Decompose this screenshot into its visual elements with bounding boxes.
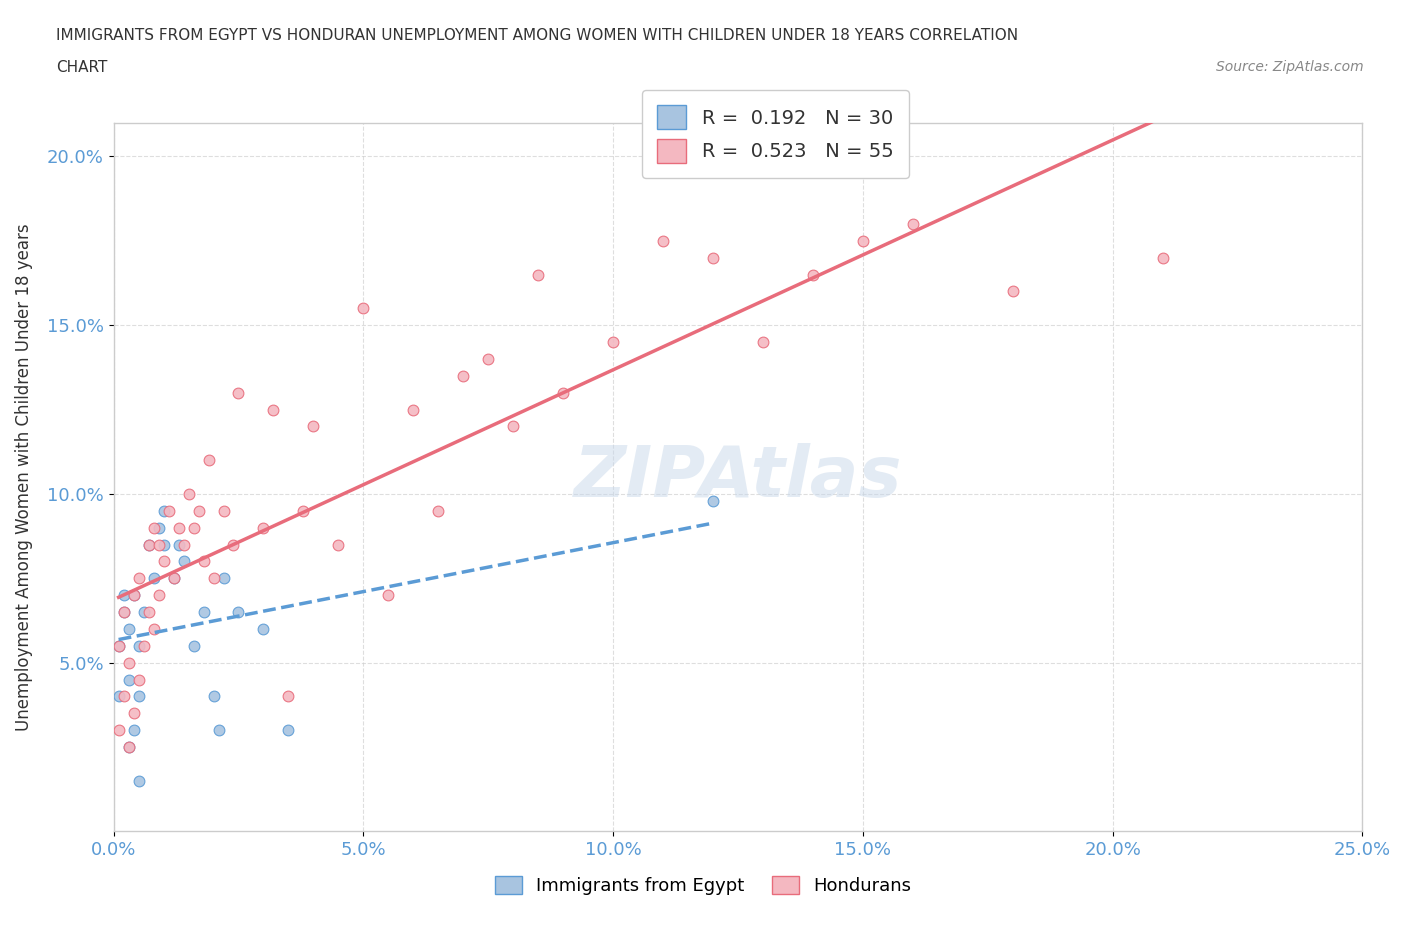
Point xyxy=(527,267,550,282)
Point xyxy=(148,520,170,535)
Text: ZIPAtlas: ZIPAtlas xyxy=(574,443,903,512)
Point xyxy=(107,723,129,737)
Point xyxy=(128,672,150,687)
Point xyxy=(122,588,145,603)
Point xyxy=(167,538,190,552)
Point xyxy=(193,604,215,619)
Point xyxy=(107,689,129,704)
Point xyxy=(197,453,219,468)
Point xyxy=(148,538,170,552)
Point xyxy=(262,402,284,417)
Point xyxy=(292,503,315,518)
Point xyxy=(128,638,150,653)
Legend: R =  0.192   N = 30, R =  0.523   N = 55: R = 0.192 N = 30, R = 0.523 N = 55 xyxy=(641,90,910,179)
Point xyxy=(112,588,135,603)
Point xyxy=(377,588,399,603)
Point xyxy=(328,538,350,552)
Point xyxy=(117,621,139,636)
Point xyxy=(107,638,129,653)
Point xyxy=(277,723,299,737)
Point xyxy=(752,335,775,350)
Point xyxy=(112,689,135,704)
Point xyxy=(117,739,139,754)
Point xyxy=(132,638,155,653)
Point xyxy=(553,385,575,400)
Point xyxy=(112,604,135,619)
Point xyxy=(252,520,274,535)
Point xyxy=(852,233,875,248)
Point xyxy=(252,621,274,636)
Point xyxy=(901,217,924,232)
Point xyxy=(142,621,165,636)
Point xyxy=(702,493,724,508)
Point xyxy=(128,689,150,704)
Point xyxy=(228,385,250,400)
Point xyxy=(193,554,215,569)
Point xyxy=(1001,284,1024,299)
Point xyxy=(202,689,225,704)
Point xyxy=(122,706,145,721)
Point xyxy=(148,588,170,603)
Point xyxy=(157,503,180,518)
Point xyxy=(402,402,425,417)
Point xyxy=(117,672,139,687)
Point xyxy=(173,554,195,569)
Point xyxy=(352,300,374,315)
Text: IMMIGRANTS FROM EGYPT VS HONDURAN UNEMPLOYMENT AMONG WOMEN WITH CHILDREN UNDER 1: IMMIGRANTS FROM EGYPT VS HONDURAN UNEMPL… xyxy=(56,28,1018,43)
Point xyxy=(1152,250,1174,265)
Point xyxy=(117,739,139,754)
Point xyxy=(162,571,184,586)
Point xyxy=(128,571,150,586)
Point xyxy=(152,538,174,552)
Point xyxy=(138,538,160,552)
Point xyxy=(202,571,225,586)
Point xyxy=(177,486,200,501)
Point xyxy=(152,554,174,569)
Point xyxy=(117,656,139,671)
Point xyxy=(138,538,160,552)
Point xyxy=(107,638,129,653)
Point xyxy=(212,571,235,586)
Point xyxy=(167,520,190,535)
Point xyxy=(142,520,165,535)
Point xyxy=(183,520,205,535)
Point xyxy=(173,538,195,552)
Point xyxy=(138,604,160,619)
Point xyxy=(142,571,165,586)
Point xyxy=(602,335,624,350)
Text: CHART: CHART xyxy=(56,60,108,75)
Point xyxy=(453,368,475,383)
Legend: Immigrants from Egypt, Hondurans: Immigrants from Egypt, Hondurans xyxy=(488,869,918,902)
Point xyxy=(122,588,145,603)
Point xyxy=(228,604,250,619)
Point xyxy=(212,503,235,518)
Point xyxy=(652,233,675,248)
Point xyxy=(277,689,299,704)
Point xyxy=(427,503,450,518)
Point xyxy=(162,571,184,586)
Point xyxy=(801,267,824,282)
Text: Source: ZipAtlas.com: Source: ZipAtlas.com xyxy=(1216,60,1364,74)
Point xyxy=(112,604,135,619)
Point xyxy=(222,538,245,552)
Y-axis label: Unemployment Among Women with Children Under 18 years: Unemployment Among Women with Children U… xyxy=(15,223,32,731)
Point xyxy=(152,503,174,518)
Point xyxy=(183,638,205,653)
Point xyxy=(187,503,209,518)
Point xyxy=(502,419,524,434)
Point xyxy=(302,419,325,434)
Point xyxy=(128,774,150,789)
Point xyxy=(702,250,724,265)
Point xyxy=(207,723,229,737)
Point xyxy=(122,723,145,737)
Point xyxy=(477,352,499,366)
Point xyxy=(132,604,155,619)
